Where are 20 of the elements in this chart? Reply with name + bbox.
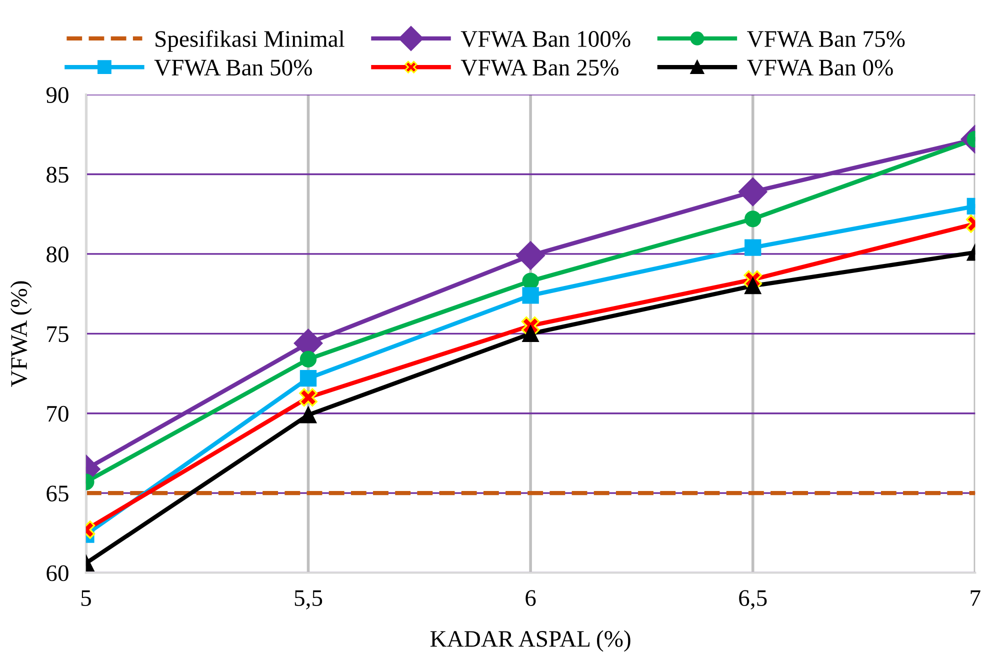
y-tick-label: 80 xyxy=(46,246,68,262)
y-tick-label: 70 xyxy=(47,406,68,422)
legend-label: VFWA Ban 100% xyxy=(460,31,630,48)
x-axis-title: KADAR ASPAL (%) xyxy=(430,630,630,652)
y-tick-label: 60 xyxy=(46,565,68,582)
y-tick-label: 75 xyxy=(47,326,68,342)
x-tick-label: 5,5 xyxy=(294,590,322,610)
y-tick-label: 85 xyxy=(46,166,68,183)
legend-label: VFWA Ban 50% xyxy=(154,60,312,76)
y-axis-title: VFWA (%) xyxy=(10,281,32,387)
y-tick-label: 65 xyxy=(46,486,68,502)
legend-label: VFWA Ban 25% xyxy=(460,60,618,76)
legend-label: VFWA Ban 0% xyxy=(747,60,893,76)
x-tick-label: 6 xyxy=(526,590,536,606)
x-tick-label: 5 xyxy=(81,590,91,606)
legend-label: VFWA Ban 75% xyxy=(747,31,905,48)
y-tick-label: 90 xyxy=(46,87,68,103)
legend-label: Spesifikasi Minimal xyxy=(156,30,344,52)
x-tick-label: 6,5 xyxy=(739,590,767,610)
x-tick-label: 7 xyxy=(970,590,980,606)
